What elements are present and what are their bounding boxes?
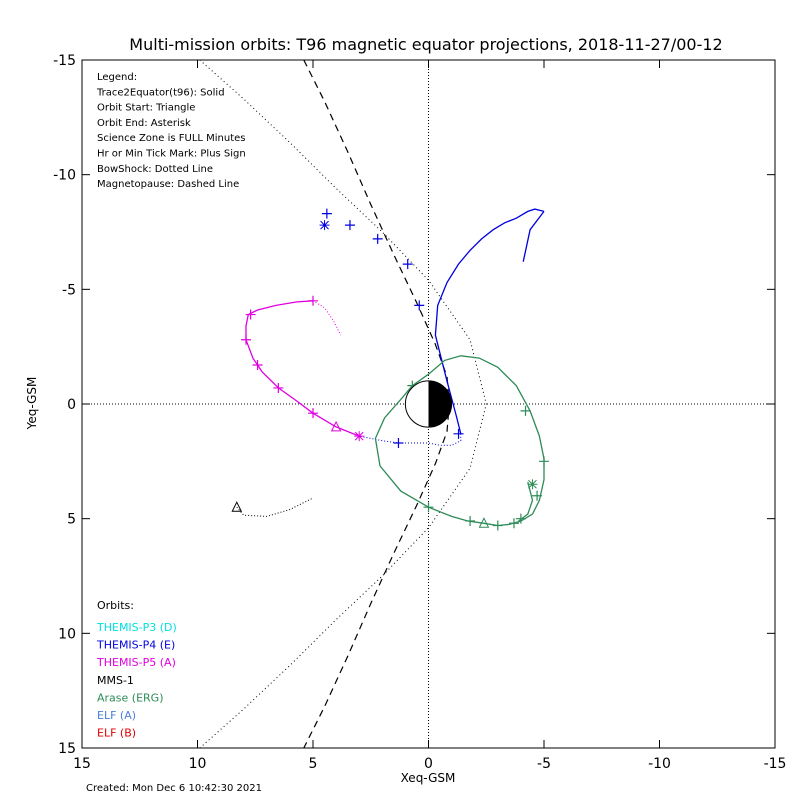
zero-lines — [82, 60, 775, 748]
orbit-legend-entry: THEMIS-P4 (E) — [96, 639, 175, 652]
legend-line: Legend: — [97, 72, 137, 83]
x-axis-label: Xeq-GSM — [401, 771, 456, 785]
y-tick-label: 15 — [58, 741, 76, 757]
orbits-header: Orbits: — [97, 599, 134, 612]
axis-ticks: 15 10 5 0 -5 -10 -15 -15 -10 -5 0 5 10 15 — [53, 53, 786, 772]
tick-mark-plus — [492, 520, 503, 531]
y-tick-label: -10 — [53, 168, 76, 184]
orbit-trace-dotted — [359, 433, 462, 446]
tick-mark-plus — [372, 233, 383, 244]
orbit-trace-tail — [522, 211, 545, 262]
tick-mark-plus — [414, 300, 425, 311]
y-tick-label: -5 — [62, 282, 76, 298]
x-tick-label: 10 — [189, 756, 207, 772]
tick-mark-plus — [453, 428, 464, 439]
tick-mark-plus — [245, 309, 256, 320]
orbit-trace-solid — [374, 355, 545, 527]
y-axis-label: Yeq-GSM — [25, 377, 39, 431]
orbit-start-triangle — [478, 517, 490, 528]
orbit-series — [231, 208, 549, 531]
x-tick-label: -15 — [764, 756, 787, 772]
legend-line: Orbit End: Asterisk — [97, 118, 191, 129]
orbit-legend-entry: Arase (ERG) — [97, 691, 163, 704]
legend-line: Orbit Start: Triangle — [97, 103, 195, 114]
legend-line: Science Zone is FULL Minutes — [97, 133, 246, 144]
tick-mark-plus — [465, 515, 476, 526]
tick-mark-plus — [515, 513, 526, 524]
orbit-trace-dotted — [312, 300, 342, 336]
tick-mark-plus — [423, 502, 434, 513]
legend-line: Magnetopause: Dashed Line — [97, 179, 239, 190]
orbits-legend: Orbits: THEMIS-P3 (D) THEMIS-P4 (E) THEMIS-… — [96, 599, 177, 740]
orbit-end-asterisk — [319, 220, 330, 231]
x-tick-label: 15 — [73, 756, 91, 772]
orbit-legend-entry: THEMIS-P5 (A) — [96, 656, 176, 669]
tick-mark-plus — [308, 295, 318, 306]
earth-night-side — [428, 380, 452, 428]
orbit-end-asterisk — [354, 431, 365, 442]
chart-title: Multi-mission orbits: T96 magnetic equat… — [129, 35, 722, 54]
orbit-trace-solid — [245, 300, 360, 437]
tick-mark-plus — [344, 220, 355, 231]
orbit-trace-solid — [434, 208, 545, 434]
tick-mark-plus — [539, 456, 549, 467]
orbit-themis-p5-a — [241, 295, 365, 442]
tick-mark-plus — [393, 437, 404, 448]
orbit-legend-entry: MMS-1 — [97, 674, 134, 687]
x-tick-label: -5 — [537, 756, 551, 772]
x-tick-label: 0 — [424, 756, 433, 772]
tick-mark-plus — [308, 408, 318, 419]
tick-mark-plus — [520, 405, 531, 416]
orbit-trace-tail — [518, 481, 534, 522]
orbit-themis-p4-e — [319, 208, 545, 448]
y-tick-label: 5 — [67, 512, 76, 528]
x-tick-label: -10 — [648, 756, 671, 772]
tick-mark-plus — [241, 334, 252, 345]
tick-mark-plus — [532, 490, 543, 501]
orbit-arase-erg — [374, 355, 549, 531]
created-timestamp: Created: Mon Dec 6 10:42:30 2021 — [86, 783, 262, 794]
tick-mark-plus — [508, 518, 519, 529]
orbit-mms-1 — [231, 497, 314, 517]
legend: Legend: Trace2Equator(t96): Solid Orbit St… — [96, 72, 246, 190]
legend-line: BowShock: Dotted Line — [97, 164, 213, 175]
tick-mark-plus — [321, 208, 332, 219]
tick-mark-plus — [402, 259, 413, 270]
orbit-legend-entry: ELF (B) — [97, 727, 136, 740]
legend-line: Hr or Min Tick Mark: Plus Sign — [97, 149, 246, 160]
bowshock-line — [199, 59, 487, 749]
earth-icon — [404, 380, 453, 428]
orbit-end-asterisk — [527, 479, 538, 490]
orbit-legend-entry: ELF (A) — [97, 709, 136, 722]
y-tick-label: -15 — [53, 53, 76, 69]
y-tick-label: 0 — [67, 397, 76, 413]
legend-line: Trace2Equator(t96): Solid — [96, 87, 225, 98]
orbit-start-triangle — [231, 501, 243, 512]
tick-mark-plus — [252, 360, 263, 371]
y-tick-label: 10 — [58, 626, 76, 642]
orbit-trace-dotted — [236, 497, 314, 517]
orbit-legend-entry: THEMIS-P3 (D) — [96, 621, 177, 634]
orbit-start-triangle — [330, 420, 342, 432]
tick-mark-plus — [273, 382, 284, 393]
x-tick-label: 5 — [309, 756, 318, 772]
